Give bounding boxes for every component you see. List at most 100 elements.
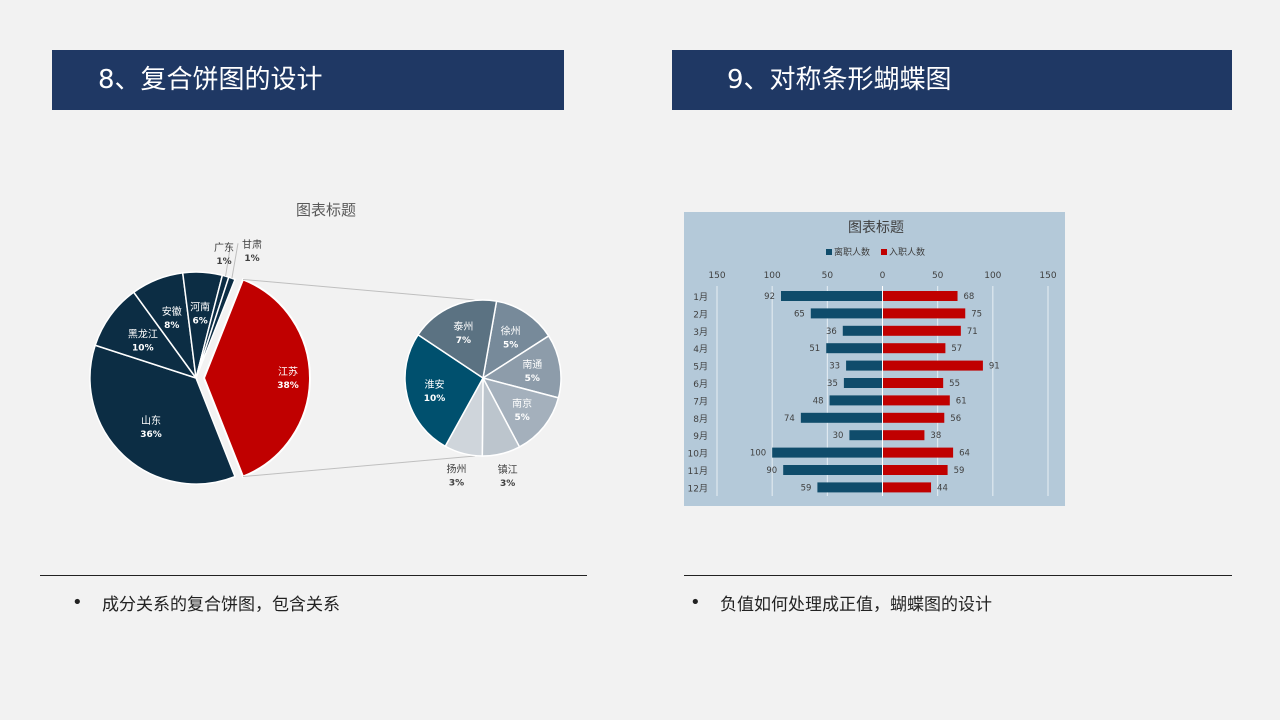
- bar-right: [882, 360, 983, 371]
- bar-left: [810, 308, 883, 319]
- x-tick-label: 150: [1039, 271, 1056, 281]
- pie-slice: [202, 278, 311, 478]
- bar-left-value: 100: [750, 449, 766, 459]
- pie-value-label: 10%: [132, 343, 154, 353]
- bar-right-value: 59: [954, 466, 965, 476]
- secondary-pie-label: 南通: [522, 358, 542, 371]
- bar-right-value: 38: [930, 431, 941, 441]
- bar-left: [846, 360, 883, 371]
- pie-value-label: 1%: [216, 257, 231, 267]
- x-tick-label: 50: [932, 271, 944, 281]
- pie-value-label: 8%: [164, 321, 179, 331]
- pie-value-label: 38%: [277, 381, 299, 391]
- bar-right: [882, 447, 954, 458]
- bar-right: [882, 308, 966, 319]
- secondary-pie-value-label: 5%: [503, 340, 518, 350]
- bar-left: [772, 447, 883, 458]
- bar-right: [882, 291, 958, 301]
- pie-value-label: 36%: [140, 430, 162, 440]
- pie-slice: [89, 344, 236, 485]
- header-right-title: 9、对称条形蝴蝶图: [727, 65, 952, 95]
- bar-right: [882, 482, 932, 493]
- x-tick-label: 100: [984, 271, 1001, 281]
- bar-right-value: 68: [964, 292, 975, 302]
- category-label: 6月: [693, 379, 708, 390]
- bar-right-value: 44: [937, 483, 948, 493]
- bar-left-value: 74: [784, 414, 795, 424]
- category-label: 4月: [693, 344, 708, 355]
- category-label: 12月: [688, 483, 708, 494]
- header-right: 9、对称条形蝴蝶图: [672, 50, 1232, 110]
- secondary-pie-value-label: 3%: [449, 479, 464, 489]
- bar-right: [882, 412, 945, 423]
- secondary-pie-label: 扬州: [447, 463, 467, 476]
- category-label: 1月: [693, 292, 708, 303]
- x-tick-label: 100: [764, 271, 781, 281]
- bar-left-value: 65: [794, 309, 805, 319]
- bullet-dot: •: [690, 592, 701, 613]
- bullet-right-text: 负值如何处理成正值，蝴蝶图的设计: [720, 595, 992, 615]
- secondary-pie-label: 淮安: [424, 378, 444, 391]
- x-tick-label: 50: [822, 271, 834, 281]
- divider-right: [684, 575, 1232, 576]
- category-label: 3月: [693, 327, 708, 338]
- pie-connector-line: [242, 455, 476, 478]
- bar-right: [882, 343, 946, 354]
- bar-right-value: 91: [989, 362, 1000, 372]
- bar-right-value: 71: [967, 327, 978, 337]
- bar-left-value: 51: [809, 344, 820, 354]
- category-label: 8月: [693, 414, 708, 425]
- category-label: 9月: [693, 431, 708, 442]
- bar-left-value: 33: [829, 362, 840, 372]
- bar-left: [780, 291, 883, 301]
- divider-left: [40, 575, 587, 576]
- category-label: 11月: [688, 466, 708, 477]
- pie-value-label: 6%: [192, 316, 207, 326]
- pie-chart-title: 图表标题: [296, 201, 356, 219]
- bar-left-value: 48: [813, 396, 824, 406]
- bar-right-value: 75: [971, 309, 982, 319]
- secondary-pie-slice: [404, 333, 484, 448]
- x-tick-label: 0: [880, 271, 886, 281]
- header-left: 8、复合饼图的设计: [52, 50, 564, 110]
- bullet-left-text: 成分关系的复合饼图，包含关系: [102, 595, 340, 615]
- bullet-right: • 负值如何处理成正值，蝴蝶图的设计: [690, 590, 992, 615]
- bar-right: [882, 378, 944, 388]
- header-left-title: 8、复合饼图的设计: [98, 65, 323, 95]
- secondary-pie-value-label: 7%: [456, 336, 471, 346]
- legend-swatch: [826, 249, 832, 255]
- pie-label: 山东: [141, 414, 161, 427]
- secondary-pie-value-label: 5%: [525, 374, 540, 384]
- secondary-pie-label: 镇江: [498, 463, 518, 476]
- pie-leader-line: [225, 244, 232, 277]
- bar-right-value: 55: [949, 379, 960, 389]
- bar-left-value: 36: [826, 327, 837, 337]
- pie-label: 广东: [214, 241, 234, 254]
- bullet-dot: •: [72, 592, 83, 613]
- pie-label: 甘肃: [242, 238, 262, 251]
- secondary-pie-value-label: 3%: [500, 479, 515, 489]
- pie-value-label: 1%: [244, 254, 259, 264]
- pie-label: 黑龙江: [128, 327, 158, 340]
- bar-left: [843, 378, 883, 388]
- secondary-pie-label: 南京: [512, 397, 532, 410]
- bar-left: [800, 412, 883, 423]
- category-label: 7月: [693, 396, 708, 407]
- bar-left-value: 92: [764, 292, 775, 302]
- pie-leader-line: [231, 243, 239, 279]
- secondary-pie-label: 泰州: [453, 320, 473, 333]
- x-tick-label: 150: [708, 271, 725, 281]
- bar-right-value: 56: [950, 414, 961, 424]
- bar-left: [783, 465, 883, 475]
- secondary-pie-value-label: 5%: [514, 413, 529, 423]
- bar-right: [882, 430, 925, 441]
- bar-right: [882, 465, 948, 475]
- bar-right: [882, 395, 950, 406]
- pie-connector-line: [242, 278, 476, 301]
- bar-left-value: 59: [801, 483, 812, 493]
- bar-left: [849, 430, 883, 441]
- category-label: 2月: [693, 309, 708, 320]
- butterfly-chart-title: 图表标题: [848, 220, 904, 236]
